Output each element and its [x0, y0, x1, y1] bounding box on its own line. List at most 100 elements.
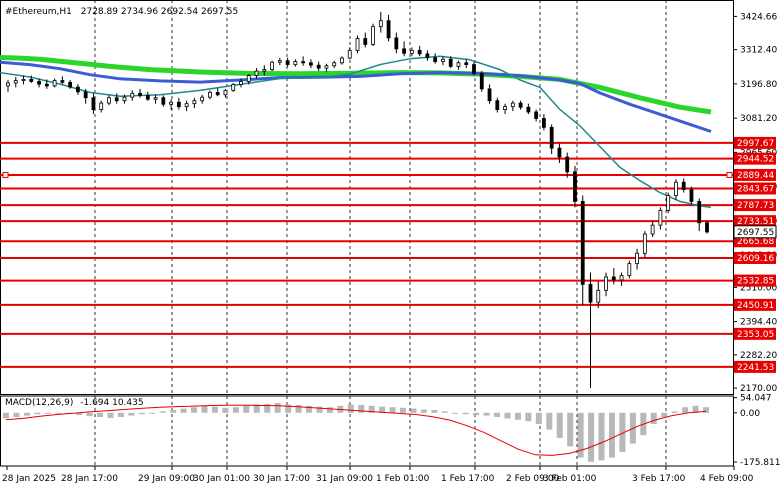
candle-body-bull — [239, 81, 243, 85]
candle — [83, 88, 88, 104]
macd-hist-bar — [358, 404, 365, 413]
candle-body-bull — [340, 57, 344, 64]
candle-body-bear — [526, 106, 531, 113]
candle — [425, 50, 430, 61]
level-badge-text: 2609.16 — [737, 254, 774, 264]
level-badge-text: 2450.91 — [737, 301, 774, 311]
candle-body-bear — [580, 201, 585, 285]
candle-body-bull — [635, 252, 639, 265]
macd-hist-bar — [253, 404, 260, 413]
price-tick-label: 3424.66 — [740, 12, 777, 22]
macd-hist-bar — [295, 404, 302, 413]
macd-hist-bar — [703, 407, 709, 413]
candle-body-bear — [472, 64, 476, 74]
level-badge-text: 2665.68 — [737, 237, 774, 247]
candle — [138, 88, 142, 98]
candle-body-bull — [169, 101, 174, 105]
candle-body-bull — [223, 89, 228, 96]
price-tick-label: 3081.20 — [740, 114, 777, 124]
candle-body-bear — [534, 111, 539, 119]
macd-hist-bar — [243, 405, 250, 413]
candle-body-bear — [176, 101, 181, 108]
macd-hist-bar — [400, 407, 407, 413]
candle — [277, 57, 282, 66]
level-badge-bg — [734, 298, 776, 311]
macd-hist-bar — [567, 412, 574, 447]
macd-hist-bar — [211, 406, 218, 413]
candle — [705, 220, 709, 234]
macd-hist-bar — [452, 412, 459, 414]
candle-body-bull — [99, 102, 104, 111]
candle — [627, 260, 632, 279]
ma-slow-line — [0, 55, 712, 115]
macd-hist-bar — [379, 406, 386, 413]
symbol-label: #Ethereum,H1 2728.89 2734.96 2692.54 269… — [5, 7, 238, 17]
candle — [355, 35, 360, 54]
macd-hist-bar — [494, 412, 501, 417]
candle — [472, 62, 476, 76]
macd-hist-bar — [264, 403, 271, 413]
price-tick-label: 2394.40 — [740, 318, 777, 328]
price-tick-label: 2282.20 — [740, 351, 777, 361]
candle — [145, 91, 150, 101]
level-badge-text: 2997.67 — [737, 139, 774, 149]
candle-body-bull — [409, 49, 414, 54]
candle-body-bear — [433, 57, 438, 63]
candle-body-bull — [347, 49, 352, 59]
macd-hist-bar — [473, 412, 480, 416]
macd-hist-bar — [3, 412, 9, 419]
macd-hist-bar — [483, 412, 490, 416]
candle-body-bear — [91, 97, 96, 111]
candle-body-bull — [324, 65, 329, 69]
candle — [246, 74, 251, 85]
time-tick-label: 31 Jan 09:00 — [316, 474, 373, 484]
level-badge-bg — [734, 152, 776, 165]
candle — [122, 94, 127, 104]
ma-fast-line — [0, 55, 712, 209]
candle — [604, 272, 608, 297]
level-badge: 2944.52 — [734, 152, 776, 165]
candle-body-bull — [6, 82, 10, 87]
candle-body-bear — [37, 81, 41, 85]
macd-hist-bar — [86, 412, 93, 417]
candle-body-bear — [363, 38, 368, 45]
time-tick-label: 3 Feb 01:00 — [543, 474, 597, 484]
chart-symbol: #Ethereum,H1 — [5, 7, 72, 17]
candle — [487, 84, 492, 104]
level-badge-bg — [734, 199, 776, 212]
macd-hist-bar — [462, 412, 469, 415]
price-tick-label: 3312.40 — [740, 46, 777, 56]
macd-hist-bar — [159, 411, 166, 413]
level-badge: 2532.85 — [734, 274, 776, 287]
macd-hist-bar — [34, 412, 41, 415]
candle — [580, 195, 585, 306]
candle — [433, 53, 438, 64]
level-badge-bg — [734, 182, 776, 195]
ohlc-values: 2728.89 2734.96 2692.54 2697.55 — [81, 7, 238, 17]
level-badge-text: 2787.73 — [737, 201, 774, 211]
level-badge-bg — [734, 274, 776, 287]
time-tick-label: 2 Feb 09:00 — [506, 474, 560, 484]
macd-hist-bar — [170, 410, 177, 413]
candle — [60, 76, 65, 85]
macd-hist-bar — [97, 412, 104, 417]
macd-hist-bar — [128, 412, 135, 416]
candle — [200, 94, 205, 104]
candle — [184, 100, 189, 112]
candle-body-bull — [503, 106, 507, 111]
candle — [394, 32, 399, 54]
macd-hist-bar — [201, 405, 208, 413]
macd-hist-bar — [441, 411, 448, 413]
macd-values: -1.694 10.435 — [80, 398, 143, 408]
level-badge-bg — [734, 251, 776, 264]
candle — [107, 95, 111, 106]
candle-body-bear — [518, 102, 523, 108]
candle — [231, 82, 236, 92]
level-badge-text: 2889.44 — [737, 171, 774, 181]
candle — [402, 41, 407, 57]
candle-body-bull — [441, 58, 445, 63]
candle — [130, 90, 135, 101]
candle — [565, 152, 570, 178]
candle — [114, 93, 119, 104]
